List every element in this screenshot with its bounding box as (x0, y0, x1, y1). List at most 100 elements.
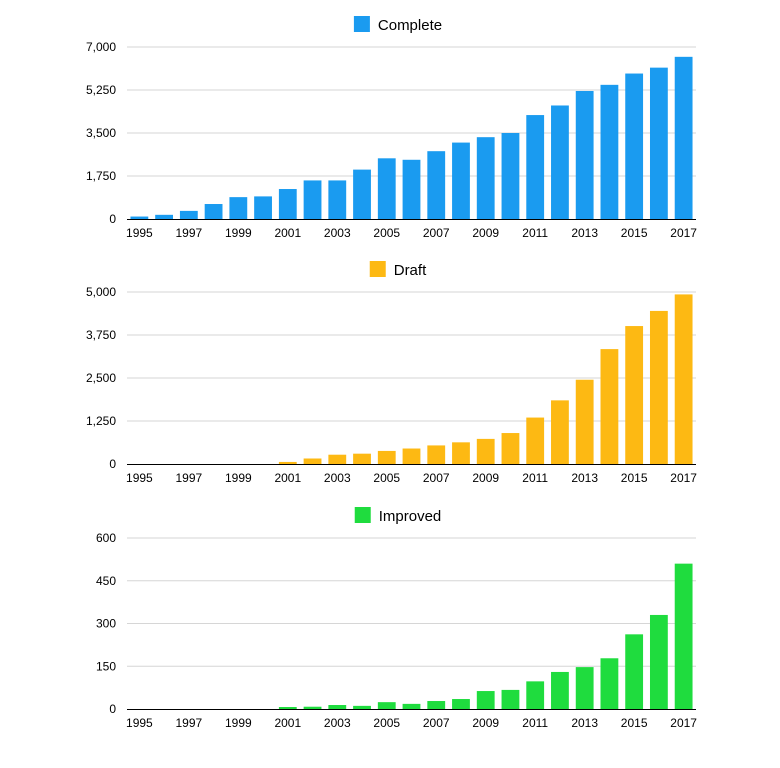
x-tick-label: 2007 (423, 471, 450, 485)
y-tick-label: 3,750 (86, 328, 116, 342)
x-tick-label: 2011 (522, 226, 548, 240)
bar-2002 (303, 706, 322, 709)
x-tick-label: 2015 (621, 226, 648, 240)
bar-2007 (427, 445, 446, 464)
bar-1996 (155, 214, 174, 219)
bar-2015 (625, 634, 644, 709)
x-tick-label: 1995 (126, 226, 153, 240)
bar-2007 (427, 151, 446, 219)
bar-2013 (575, 379, 594, 464)
bar-2003 (328, 180, 347, 219)
bar-2010 (501, 433, 520, 464)
bar-2011 (526, 115, 545, 219)
legend: Draft (369, 261, 427, 279)
y-tick-label: 2,500 (86, 371, 116, 385)
x-tick-label: 2013 (571, 471, 598, 485)
x-tick-label: 1999 (225, 716, 252, 730)
bar-1998 (204, 204, 223, 219)
bar-2011 (526, 681, 545, 709)
bar-2006 (402, 448, 421, 464)
bar-2017 (674, 563, 693, 709)
bar-2007 (427, 701, 446, 709)
x-tick-label: 1997 (175, 716, 202, 730)
bar-2009 (476, 438, 495, 464)
x-tick-label: 1999 (225, 226, 252, 240)
x-tick-label: 1995 (126, 716, 153, 730)
legend-swatch (354, 507, 371, 523)
bar-2006 (402, 703, 421, 709)
bar-2014 (600, 84, 619, 219)
bar-2005 (377, 702, 396, 709)
bar-2016 (649, 67, 668, 219)
y-tick-label: 3,500 (86, 126, 116, 140)
bar-2017 (674, 294, 693, 464)
bar-2004 (353, 453, 371, 464)
bar-2008 (452, 142, 470, 219)
x-tick-label: 1997 (175, 471, 202, 485)
x-tick-label: 2005 (373, 226, 400, 240)
x-tick-label: 2001 (274, 716, 301, 730)
y-tick-label: 300 (96, 617, 116, 631)
x-tick-label: 2015 (621, 471, 648, 485)
y-tick-label: 150 (96, 659, 116, 673)
x-tick-label: 2017 (670, 226, 697, 240)
bar-2008 (452, 442, 470, 464)
legend: Complete (353, 16, 442, 34)
bar-2016 (649, 614, 668, 709)
bar-2006 (402, 159, 421, 219)
x-tick-label: 2017 (670, 471, 697, 485)
bar-2001 (278, 461, 297, 464)
y-tick-label: 0 (109, 457, 116, 471)
bar-2008 (452, 699, 470, 709)
x-tick-label: 1999 (225, 471, 252, 485)
bar-2004 (353, 705, 371, 709)
chart-panel-0: 0 1,750 3,500 5,250 7,000 1995 1997 1999 2001 200… (86, 16, 697, 240)
x-tick-label: 2007 (423, 226, 450, 240)
y-tick-label: 1,750 (86, 169, 116, 183)
bar-2012 (551, 400, 569, 464)
x-tick-label: 2001 (274, 471, 301, 485)
x-tick-label: 2009 (472, 716, 499, 730)
bar-2014 (600, 658, 619, 709)
bar-2005 (377, 450, 396, 464)
bar-2004 (353, 169, 371, 219)
x-tick-label: 2005 (373, 716, 400, 730)
legend-label: Complete (378, 17, 442, 34)
legend-label: Improved (379, 508, 442, 525)
bar-2003 (328, 454, 347, 464)
bar-2002 (303, 180, 322, 219)
x-tick-label: 2013 (571, 226, 598, 240)
x-tick-label: 2011 (522, 716, 548, 730)
bar-2003 (328, 705, 347, 709)
x-tick-label: 1995 (126, 471, 153, 485)
y-tick-label: 450 (96, 574, 116, 588)
x-tick-label: 2001 (274, 226, 301, 240)
bar-2001 (278, 189, 297, 219)
bar-2016 (649, 310, 668, 464)
bar-2010 (501, 689, 520, 709)
bar-2015 (625, 326, 644, 464)
x-tick-label: 2003 (324, 716, 351, 730)
x-tick-label: 2011 (522, 471, 548, 485)
bar-2015 (625, 73, 644, 219)
x-tick-label: 2007 (423, 716, 450, 730)
bar-2011 (526, 417, 545, 464)
x-tick-label: 2013 (571, 716, 598, 730)
y-tick-label: 0 (109, 212, 116, 226)
x-tick-label: 2009 (472, 471, 499, 485)
legend-label: Draft (394, 262, 427, 279)
y-tick-label: 1,250 (86, 414, 116, 428)
bar-2013 (575, 667, 594, 709)
bar-2012 (551, 671, 569, 709)
x-tick-label: 1997 (175, 226, 202, 240)
bar-2009 (476, 137, 495, 219)
bar-2002 (303, 458, 322, 464)
bar-2013 (575, 90, 594, 220)
y-tick-label: 600 (96, 531, 116, 545)
x-tick-label: 2003 (324, 226, 351, 240)
legend-swatch (369, 261, 386, 277)
x-tick-label: 2017 (670, 716, 697, 730)
bar-2000 (254, 196, 272, 219)
